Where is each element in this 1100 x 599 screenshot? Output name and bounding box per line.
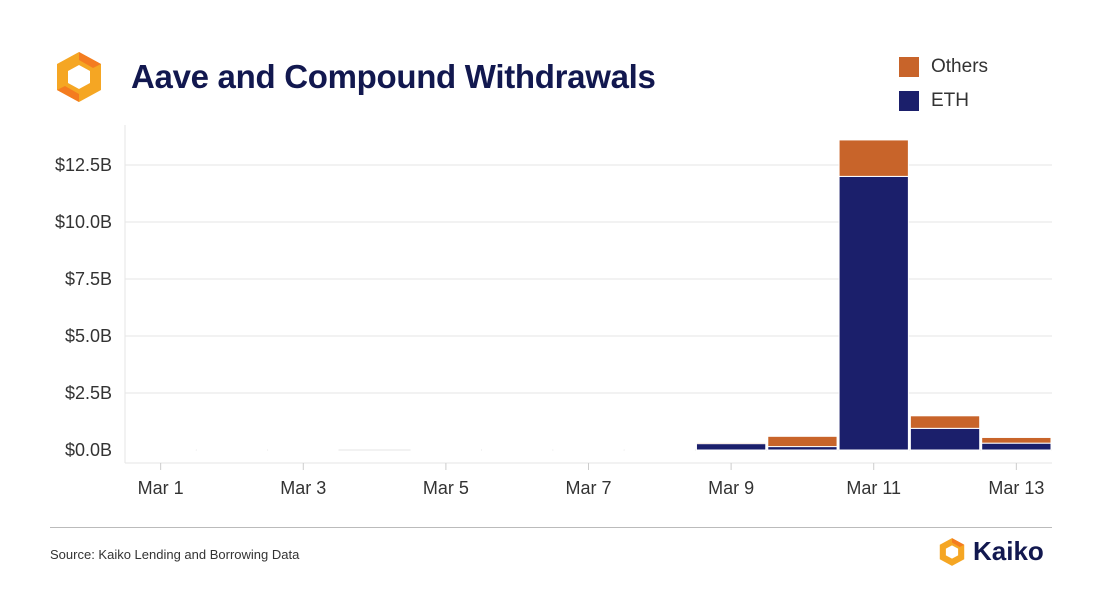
bar-others	[838, 139, 909, 177]
bar-others	[981, 436, 1052, 444]
x-tick-label: Mar 11	[846, 478, 901, 498]
x-tick-label: Mar 1	[138, 478, 184, 498]
legend-item-eth: ETH	[899, 84, 988, 118]
legend-label-eth: ETH	[931, 90, 969, 111]
brand-name: Kaiko	[973, 536, 1044, 566]
y-tick-label: $10.0B	[55, 212, 112, 232]
y-tick-label: $12.5B	[55, 155, 112, 175]
y-tick-label: $0.0B	[65, 440, 112, 460]
chart-legend: Others ETH	[899, 50, 988, 118]
x-tick-label: Mar 13	[988, 478, 1044, 498]
bar-eth	[981, 442, 1052, 451]
bar-others	[767, 435, 838, 448]
source-note: Source: Kaiko Lending and Borrowing Data	[50, 547, 300, 562]
chart-title: Aave and Compound Withdrawals	[131, 58, 656, 95]
legend-swatch-others	[899, 57, 919, 77]
kaiko-brand: Kaiko	[937, 536, 1044, 567]
bar-others	[909, 415, 981, 429]
bar-chart: $0.0B $2.5B $5.0B $7.5B $10.0B $12.5B Mar 1 Mar…	[55, 125, 1052, 498]
bar-others	[553, 448, 624, 451]
bar-others	[196, 448, 268, 451]
bar-eth	[695, 443, 767, 451]
bar-others	[482, 448, 553, 451]
footer-divider	[50, 527, 1052, 528]
y-tick-label: $2.5B	[65, 383, 112, 403]
bar-others	[125, 448, 196, 451]
x-tick-label: Mar 3	[280, 478, 326, 498]
bar-eth	[909, 427, 981, 451]
kaiko-brand-icon	[939, 537, 965, 566]
legend-item-others: Others	[899, 50, 988, 84]
bar-eth	[767, 446, 838, 451]
bar-others	[268, 448, 339, 451]
bar-eth	[838, 175, 909, 451]
kaiko-logo-icon	[57, 52, 101, 102]
x-tick-label: Mar 9	[708, 478, 754, 498]
y-tick-label: $5.0B	[65, 326, 112, 346]
y-tick-label: $7.5B	[65, 269, 112, 289]
legend-swatch-eth	[899, 91, 919, 111]
bar-others	[410, 448, 482, 451]
bar-others	[695, 441, 767, 445]
x-tick-label: Mar 7	[565, 478, 611, 498]
legend-label-others: Others	[931, 56, 989, 77]
x-tick-label: Mar 5	[423, 478, 469, 498]
bar-others	[624, 448, 695, 451]
